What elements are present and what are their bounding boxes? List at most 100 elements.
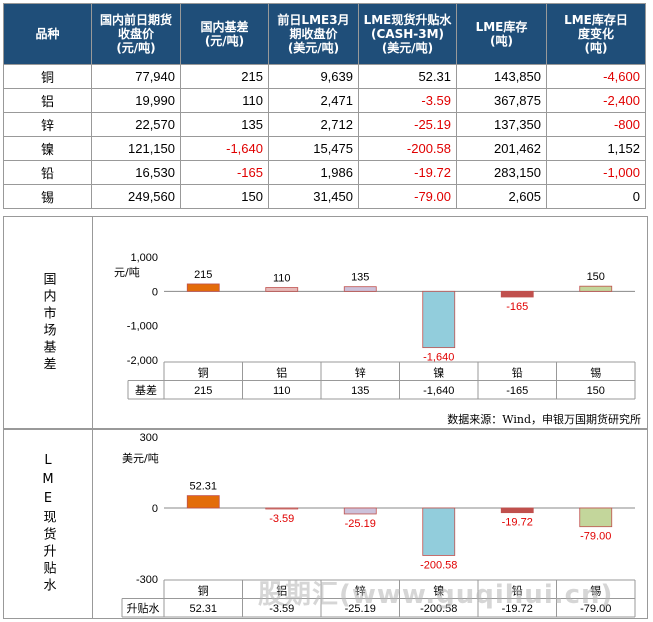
table-cell: 31,450 <box>268 184 359 209</box>
table-cell: 16,530 <box>91 160 181 185</box>
bar-6 <box>579 285 613 292</box>
table-row: 铜 77,940 215 9,639 52.31 143,850 -4,600 <box>3 64 646 89</box>
column-header-line: (元/吨) <box>116 41 156 55</box>
column-header: 国内基差 (元/吨) <box>180 3 269 65</box>
data-label: 215 <box>194 269 212 281</box>
category-label: 铜 <box>198 583 209 597</box>
metal-name-cell: 锡 <box>3 184 92 209</box>
table-row: 铝 19,990 110 2,471 -3.59 367,875 -2,400 <box>3 88 646 113</box>
category-label: 锡 <box>590 583 601 597</box>
table-cell: -200.58 <box>358 136 457 161</box>
y-tick-label: -2,000 <box>127 355 158 367</box>
table-value: -19.72 <box>502 603 533 615</box>
bar-3 <box>343 286 377 292</box>
lme-section-label: LME现货升贴水 <box>4 430 93 618</box>
y-tick-label: 0 <box>152 286 158 298</box>
table-value: 135 <box>351 385 369 397</box>
table-cell: -4,600 <box>546 64 646 89</box>
table-cell: 2,712 <box>268 112 359 137</box>
table-row-label: 升贴水 <box>127 601 160 615</box>
column-header-line: (吨) <box>584 41 608 55</box>
column-header: 前日LME3月 期收盘价 (美元/吨) <box>268 3 359 65</box>
column-header-line: LME库存日 <box>564 13 628 27</box>
watermark: 股期汇(www.guqihui.cn) <box>258 580 614 610</box>
column-header-line: 期收盘价 <box>289 27 338 41</box>
y-tick-label: -300 <box>136 574 158 586</box>
table-header-row: 品种 国内前日期货 收盘价 (元/吨) 国内基差 (元/吨) 前日LME3月 期收盘价 (美元/… <box>3 3 646 65</box>
table-cell: -19.72 <box>358 160 457 185</box>
category-label: 锌 <box>355 583 366 597</box>
bar-2 <box>265 287 299 292</box>
category-label: 铝 <box>276 583 287 597</box>
table-value: 110 <box>273 385 291 397</box>
column-header-line: LME现货升贴水 <box>363 13 452 27</box>
table-row: 锌 22,570 135 2,712 -25.19 137,350 -800 <box>3 112 646 137</box>
column-header: LME库存 (吨) <box>456 3 547 65</box>
bar-4 <box>422 290 456 349</box>
metal-name-cell: 铜 <box>3 64 92 89</box>
metal-name-cell: 铅 <box>3 160 92 185</box>
bar-1 <box>186 495 220 509</box>
table-row: 镍 121,150 -1,640 15,475 -200.58 201,462 1,152 <box>3 136 646 161</box>
data-label: -79.00 <box>580 531 611 543</box>
table-cell: 215 <box>180 64 269 89</box>
table-cell: 15,475 <box>268 136 359 161</box>
data-label: -1,640 <box>423 352 454 364</box>
y-tick-label: 0 <box>152 503 158 515</box>
table-cell: -3.59 <box>358 88 457 113</box>
data-source-note: 数据来源：Wind，申银万国期货研究所 <box>447 413 641 426</box>
table-cell: -1,640 <box>180 136 269 161</box>
table-cell: -1,000 <box>546 160 646 185</box>
table-row: 锡 249,560 150 31,450 -79.00 2,605 0 <box>3 184 646 209</box>
table-value: -79.00 <box>580 603 611 615</box>
bar-5 <box>500 507 534 514</box>
column-header-line: (美元/吨) <box>287 41 340 55</box>
bar-2 <box>265 507 299 510</box>
bar-5 <box>500 290 534 298</box>
column-header: 品种 <box>3 3 92 65</box>
table-cell: -79.00 <box>358 184 457 209</box>
bar-1 <box>186 283 220 292</box>
column-header-line: 度变化 <box>577 27 614 41</box>
table-cell: -165 <box>180 160 269 185</box>
table-cell: 137,350 <box>456 112 547 137</box>
table-cell: 283,150 <box>456 160 547 185</box>
table-value: 150 <box>587 385 605 397</box>
table-value: -3.59 <box>269 603 294 615</box>
category-label: 锌 <box>355 365 366 379</box>
data-label: -200.58 <box>420 559 457 571</box>
table-cell: 367,875 <box>456 88 547 113</box>
category-label: 锡 <box>590 365 601 379</box>
table-cell: 19,990 <box>91 88 181 113</box>
column-header-line: 收盘价 <box>117 27 154 41</box>
table-row: 铅 16,530 -165 1,986 -19.72 283,150 -1,000 <box>3 160 646 185</box>
y-axis-unit-label: 元/吨 <box>114 266 140 279</box>
table-cell: 9,639 <box>268 64 359 89</box>
metal-name-cell: 铝 <box>3 88 92 113</box>
y-tick-label: 1,000 <box>130 252 158 264</box>
table-value: -1,640 <box>423 385 454 397</box>
y-tick-label: 300 <box>140 432 158 444</box>
data-label: 135 <box>351 272 369 284</box>
data-label: -19.72 <box>502 517 533 529</box>
bar-4 <box>422 507 456 556</box>
table-value: -200.58 <box>420 603 457 615</box>
data-label: -165 <box>506 301 528 313</box>
basis-chart-section: 国内市场基差 1,000 0 -1,000 -2,000 元/吨 215 110 135 -1,… <box>3 216 648 429</box>
y-tick-label: -1,000 <box>127 321 158 333</box>
column-header-line: 国内基差 <box>200 20 249 34</box>
table-cell: 249,560 <box>91 184 181 209</box>
category-label: 铅 <box>512 583 523 597</box>
lme-spread-chart: 300 0 -300 美元/吨 52.31 -3.59 -25.19 -200.58 -19.7… <box>121 432 636 618</box>
column-header-line: (CASH-3M) <box>370 27 445 41</box>
column-header-line: (吨) <box>490 34 513 48</box>
table-cell: -25.19 <box>358 112 457 137</box>
data-label: -25.19 <box>345 518 376 530</box>
table-cell: 1,152 <box>546 136 646 161</box>
category-label: 铜 <box>198 365 209 379</box>
column-header-line: (美元/吨) <box>381 41 434 55</box>
table-cell: 2,605 <box>456 184 547 209</box>
table-cell: -2,400 <box>546 88 646 113</box>
basis-section-label: 国内市场基差 <box>4 217 93 428</box>
table-cell: -800 <box>546 112 646 137</box>
